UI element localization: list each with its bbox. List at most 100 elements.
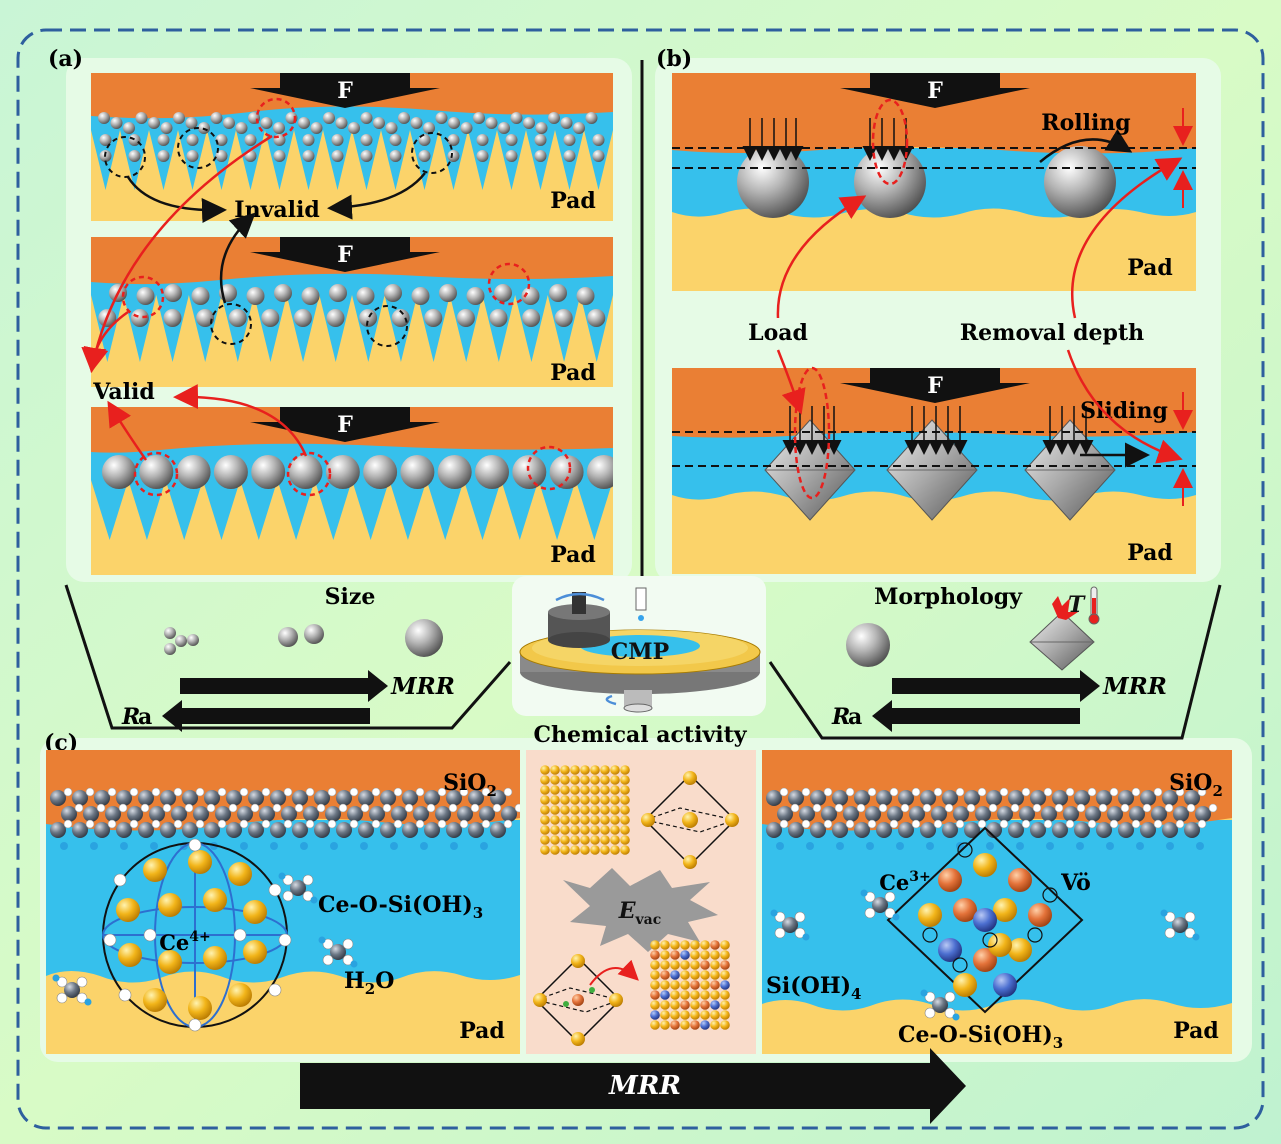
ce-atom	[953, 973, 977, 997]
si-atom	[865, 806, 881, 822]
lattice-atom	[570, 835, 580, 845]
abrasive-particle	[489, 309, 508, 327]
lattice-atom	[650, 1020, 660, 1030]
abrasive-particle	[223, 117, 235, 129]
ce-atom	[228, 983, 252, 1007]
o-atom	[342, 954, 354, 966]
abrasive-particle	[360, 150, 373, 162]
o-atom	[823, 819, 833, 829]
lattice-atom	[700, 1010, 710, 1020]
abrasive-particle	[160, 122, 173, 134]
o-atom	[188, 1018, 202, 1032]
o-atom	[1184, 927, 1196, 939]
o-atom	[327, 819, 337, 829]
lattice-atom	[590, 835, 600, 845]
h-atom	[360, 842, 368, 850]
o-atom	[1032, 803, 1042, 813]
o-atom	[162, 803, 172, 813]
si-atom	[369, 806, 385, 822]
lattice-atom	[650, 970, 660, 980]
lattice-atom	[620, 825, 630, 835]
lattice-atom	[710, 1000, 720, 1010]
panel-b-scene-rolling	[672, 73, 1196, 291]
valid-marker	[526, 445, 572, 491]
si-atom	[94, 822, 110, 838]
o-atom	[503, 787, 513, 797]
si-atom	[479, 806, 495, 822]
lattice-atom	[680, 960, 690, 970]
o-atom	[889, 819, 899, 829]
o-atom	[294, 803, 304, 813]
removal-depth-label: Removal depth	[960, 320, 1144, 346]
lattice-atom	[600, 815, 610, 825]
h-atom	[420, 842, 428, 850]
abrasive-particle	[293, 309, 312, 327]
lattice-atom	[660, 990, 670, 1000]
abrasive-particle	[329, 284, 347, 302]
h-atom	[120, 842, 128, 850]
si-atom	[782, 917, 798, 933]
h-atom	[776, 842, 784, 850]
o-atom	[999, 819, 1009, 829]
lattice-atom	[610, 765, 620, 775]
abrasive-particle	[475, 455, 509, 489]
o-atom	[1142, 803, 1152, 813]
lattice-atom	[600, 835, 610, 845]
h-atom	[920, 989, 928, 997]
ce-atom	[243, 940, 267, 964]
load-highlight	[871, 98, 909, 186]
o-atom	[217, 819, 227, 829]
lattice-atom	[610, 825, 620, 835]
lattice-atom	[570, 815, 580, 825]
lattice-atom	[720, 980, 730, 990]
si-atom	[1041, 806, 1057, 822]
lattice-atom	[700, 950, 710, 960]
o-atom	[448, 803, 458, 813]
si-atom	[457, 806, 473, 822]
si-atom	[876, 790, 892, 806]
si-atom	[248, 822, 264, 838]
abrasive-particle	[235, 122, 248, 134]
o-atom	[1109, 819, 1119, 829]
o-atom	[349, 819, 359, 829]
si-atom	[303, 806, 319, 822]
si-atom	[872, 897, 888, 913]
cmp-label: CMP	[611, 639, 669, 665]
invalid-arrow	[219, 212, 256, 304]
abrasive-particle	[102, 455, 136, 489]
panel-b-label: (b)	[656, 46, 692, 72]
lattice-atom	[680, 990, 690, 1000]
h-atom	[390, 842, 398, 850]
abrasive-particle	[196, 309, 215, 327]
o-atom	[924, 991, 936, 1003]
lattice-atom	[550, 845, 560, 855]
si-atom	[964, 790, 980, 806]
si-atom	[64, 982, 80, 998]
h-atom	[806, 842, 814, 850]
lattice-atom	[670, 990, 680, 1000]
ce-atom	[1008, 868, 1032, 892]
si-atom	[358, 790, 374, 806]
abrasive-particle	[549, 284, 567, 302]
lattice-atom	[580, 795, 590, 805]
o-atom	[283, 819, 293, 829]
lattice-atom	[690, 940, 700, 950]
lattice-atom	[560, 815, 570, 825]
abrasive-particle	[157, 150, 170, 162]
size-label: Size	[325, 584, 376, 610]
o-atom	[864, 891, 876, 903]
h-atom	[270, 842, 278, 850]
o-atom	[1164, 803, 1174, 813]
ce-atom	[228, 862, 252, 886]
si-atom	[1074, 822, 1090, 838]
abrasive-particle	[273, 122, 285, 134]
svg-text:F: F	[927, 78, 943, 104]
si-atom	[799, 806, 815, 822]
abrasive-particle	[148, 117, 160, 129]
si-atom	[237, 806, 253, 822]
abrasive-particles-medium	[98, 284, 606, 327]
o-atom	[74, 803, 84, 813]
o-atom	[845, 819, 855, 829]
lattice-atom	[600, 795, 610, 805]
